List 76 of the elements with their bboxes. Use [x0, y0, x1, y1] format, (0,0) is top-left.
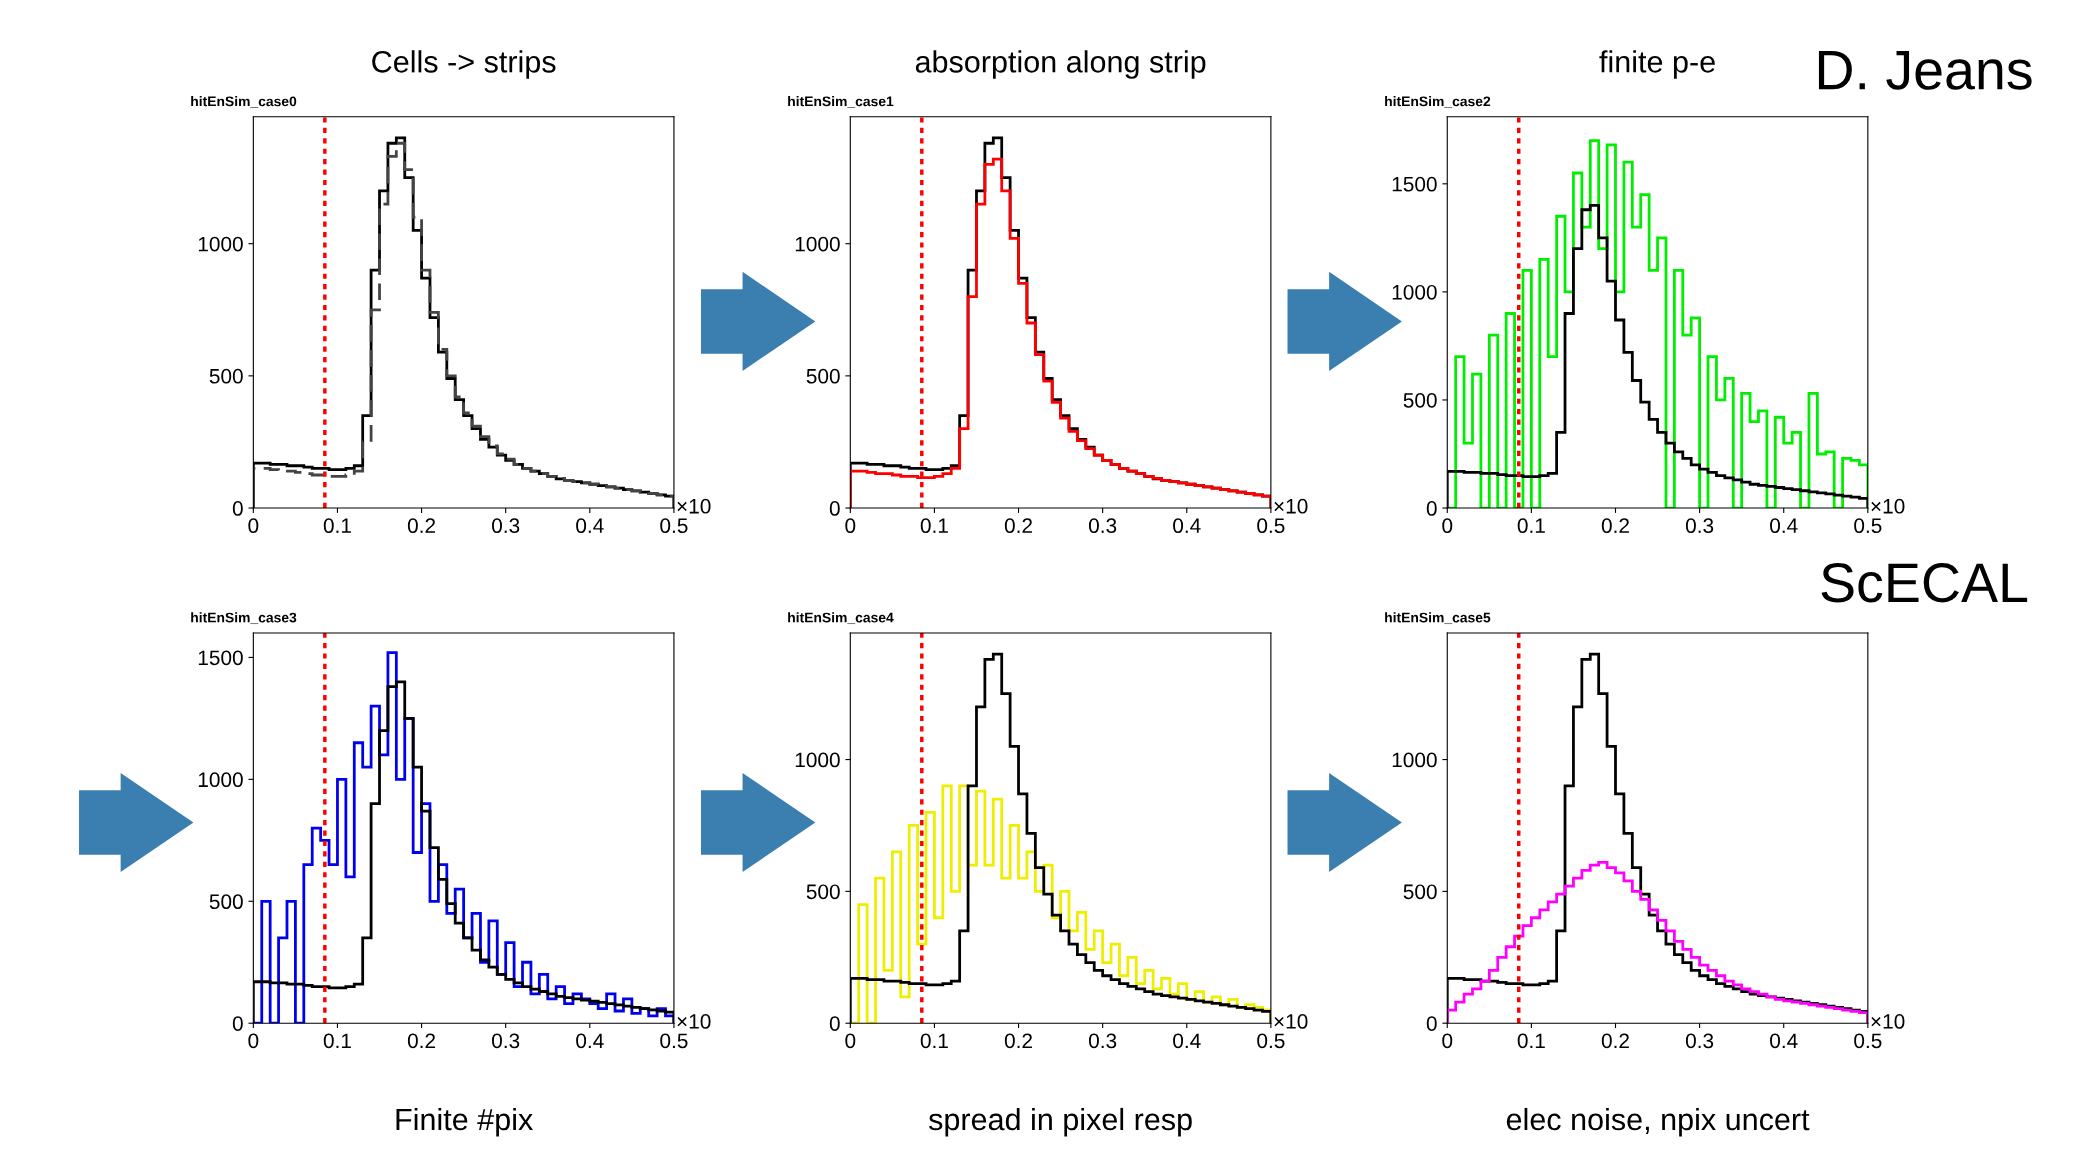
x-tick-label: 0.2 [407, 518, 436, 534]
x-tick-label: 0.5 [660, 1033, 688, 1049]
chart-subtitle: hitEnSim_case0 [191, 96, 297, 108]
y-tick-label: 0 [232, 1016, 243, 1031]
y-tick-label: 0 [232, 501, 243, 516]
chart-subtitle: hitEnSim_case4 [788, 612, 894, 625]
x-tick-label: 0.5 [1854, 1033, 1882, 1049]
y-tick-label: 1000 [198, 772, 243, 788]
chart-title: finite p-e [1599, 50, 1715, 79]
x-tick-label: 0 [845, 518, 856, 534]
x-tick-label: 0.1 [323, 518, 351, 534]
chart-title: Cells -> strips [372, 50, 556, 79]
x-tick-label: 0.5 [1854, 518, 1882, 534]
x-tick-label: 0 [1442, 1033, 1453, 1049]
chart-subtitle: hitEnSim_case1 [788, 96, 894, 108]
y-tick-label: 500 [209, 894, 243, 910]
text: ×10 [1274, 1014, 1308, 1029]
text: D. Jeans [1818, 51, 2032, 90]
x-tick-label: 0.2 [1004, 518, 1032, 534]
x-tick-label: 0.1 [920, 1033, 948, 1049]
text: ScECAL [1821, 563, 2028, 603]
y-tick-label: 500 [1403, 884, 1437, 900]
y-tick-label: 0 [829, 501, 840, 516]
x-tick-label: 0.2 [407, 1033, 436, 1049]
chart-subtitle: hitEnSim_case5 [1385, 612, 1491, 625]
text: ×10 [677, 1014, 711, 1029]
y-tick-label: 0 [829, 1016, 840, 1031]
x-tick-label: 0.4 [576, 1033, 604, 1049]
x-tick-label: 0.4 [1770, 1033, 1798, 1049]
x-tick-label: 0.5 [1257, 518, 1285, 534]
y-tick-label: 500 [806, 368, 840, 384]
text: ×10 [1274, 498, 1308, 514]
x-tick-label: 0.3 [492, 1033, 520, 1049]
x-tick-label: 0.3 [1685, 1033, 1714, 1049]
x-tick-label: 0.1 [1517, 1033, 1545, 1049]
x-tick-label: 0.2 [1004, 1033, 1032, 1049]
text: ×10 [1871, 498, 1905, 514]
x-axis-title: elec noise, npix uncert [1506, 1107, 1810, 1137]
x-tick-label: 0 [248, 1033, 259, 1049]
x-tick-label: 0.4 [1770, 518, 1798, 534]
text: ×10 [677, 498, 711, 514]
x-tick-label: 0.5 [1257, 1033, 1285, 1049]
y-tick-label: 500 [1403, 392, 1437, 408]
y-tick-label: 1500 [1392, 176, 1437, 192]
x-tick-label: 0.3 [492, 518, 520, 534]
x-axis-title: spread in pixel resp [928, 1107, 1192, 1137]
x-tick-label: 0 [248, 518, 259, 534]
y-tick-label: 0 [1426, 501, 1437, 516]
y-tick-label: 500 [806, 884, 840, 900]
x-tick-label: 0.3 [1685, 518, 1714, 534]
y-tick-label: 500 [209, 368, 243, 384]
chart-title: absorption along strip [915, 50, 1206, 79]
x-tick-label: 0.3 [1088, 1033, 1117, 1049]
x-tick-label: 0.1 [323, 1033, 351, 1049]
y-tick-label: 0 [1426, 1016, 1437, 1031]
y-tick-label: 1000 [198, 236, 243, 252]
x-axis-title: Finite #pix [396, 1107, 533, 1137]
x-tick-label: 0.1 [1517, 518, 1545, 534]
x-tick-label: 0.3 [1088, 518, 1117, 534]
x-tick-label: 0.5 [660, 518, 688, 534]
x-tick-label: 0.2 [1601, 518, 1629, 534]
x-tick-label: 0.2 [1601, 1033, 1629, 1049]
x-tick-label: 0.4 [576, 518, 604, 534]
x-tick-label: 0 [1442, 518, 1453, 534]
text: ×10 [1871, 1014, 1905, 1029]
x-tick-label: 0.4 [1173, 1033, 1201, 1049]
x-tick-label: 0.1 [920, 518, 948, 534]
y-tick-label: 1000 [795, 236, 840, 252]
chart-subtitle: hitEnSim_case3 [191, 612, 297, 625]
y-tick-label: 1000 [1392, 752, 1437, 768]
chart-subtitle: hitEnSim_case2 [1385, 96, 1491, 108]
y-tick-label: 1000 [795, 752, 840, 768]
x-tick-label: 0 [845, 1033, 856, 1049]
x-tick-label: 0.4 [1173, 518, 1201, 534]
y-tick-label: 1500 [198, 650, 243, 666]
y-tick-label: 1000 [1392, 284, 1437, 300]
